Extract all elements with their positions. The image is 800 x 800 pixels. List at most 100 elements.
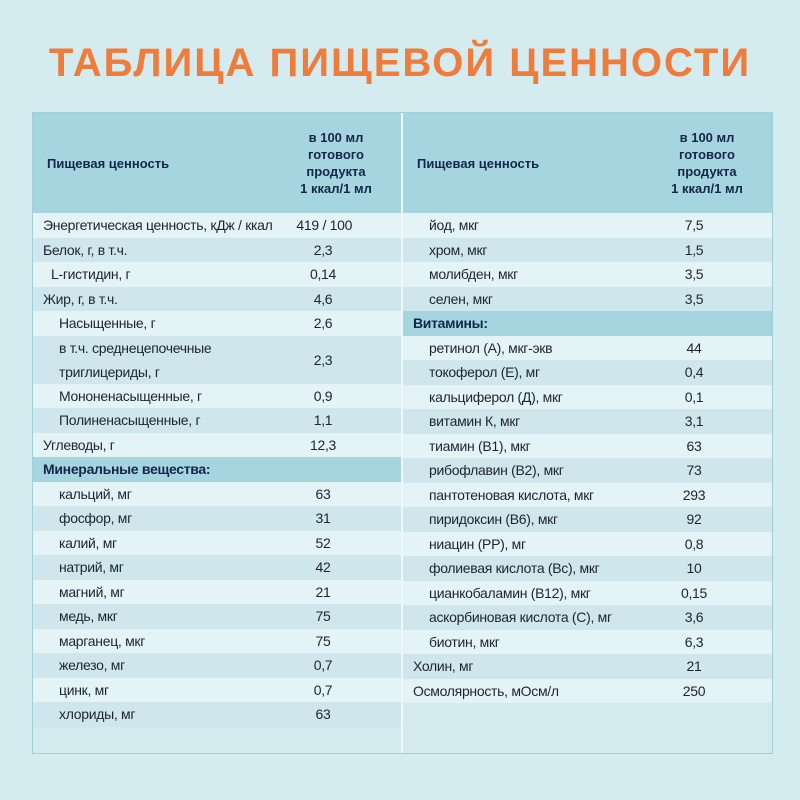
section-header-vitamins: Витамины: (403, 311, 772, 336)
table-row: рибофлавин (В2), мкг 73 (403, 458, 772, 483)
table-row: L-гистидин, г 0,14 (33, 262, 401, 287)
nutrient-name: натрий, мг (59, 559, 124, 576)
header-per-100ml: в 100 мл готового продукта 1 ккал/1 мл (642, 129, 772, 197)
table-row: медь, мкг 75 (33, 604, 401, 629)
table-row: молибден, мкг 3,5 (403, 262, 772, 287)
header-nutrient-label: Пищевая ценность (47, 155, 170, 171)
table-row: пантотеновая кислота, мкг 293 (403, 482, 772, 507)
table-row: Энергетическая ценность, кДж / ккал 419 /… (33, 213, 401, 238)
table-row: фолиевая кислота (Вс), мкг 10 (403, 556, 772, 581)
nutrient-name: ретинол (А), мкг-экв (429, 339, 553, 356)
nutrient-value: 0,1 (684, 388, 704, 405)
nutrient-value: 10 (686, 560, 702, 577)
nutrient-name: Жир, г, в т.ч. (43, 290, 118, 307)
nutrient-value: 3,5 (684, 290, 704, 307)
nutrient-value: 293 (682, 486, 706, 503)
nutrient-value: 0,7 (313, 681, 333, 698)
nutrient-name: йод, мкг (429, 217, 479, 234)
table-row: Мононенасыщенные, г 0,9 (33, 383, 401, 408)
nutrient-name: железо, мг (59, 657, 125, 674)
nutrient-name: магний, мг (59, 583, 125, 600)
header-line: 1 ккал/1 мл (671, 181, 743, 196)
nutrient-value: 3,1 (684, 413, 704, 430)
table-row: железо, мг 0,7 (33, 653, 401, 678)
nutrient-value: 31 (315, 510, 331, 527)
nutrient-name: токоферол (Е), мг (429, 364, 540, 381)
nutrient-value: 0,8 (684, 535, 704, 552)
nutrient-name: Белок, г, в т.ч. (43, 241, 128, 258)
nutrient-name: Осмолярность, мОсм/л (413, 682, 559, 699)
nutrient-name: цианкобаламин (В12), мкг (429, 584, 591, 601)
nutrient-name: Холин, мг (413, 658, 474, 675)
header-nutrient-label: Пищевая ценность (417, 155, 540, 171)
nutrition-table: Пищевая ценность в 100 мл готового проду… (32, 112, 773, 754)
table-row: биотин, мкг 6,3 (403, 629, 772, 654)
name-line: в т.ч. среднецепочечные (59, 339, 212, 356)
nutrient-value: 1,5 (684, 241, 704, 258)
table-row: ниацин (РР), мг 0,8 (403, 531, 772, 556)
header-per-100ml: в 100 мл готового продукта 1 ккал/1 мл (271, 129, 401, 197)
table-row: фосфор, мг 31 (33, 506, 401, 531)
table-row: пиридоксин (В6), мкг 92 (403, 507, 772, 532)
nutrient-value: 0,14 (309, 266, 337, 283)
table-row: йод, мкг 7,5 (403, 213, 772, 238)
nutrient-name: пантотеновая кислота, мкг (429, 486, 594, 503)
table-row: кальциферол (Д), мкг 0,1 (403, 384, 772, 409)
table-row: марганец, мкг 75 (33, 628, 401, 653)
nutrient-name: рибофлавин (В2), мкг (429, 462, 564, 479)
nutrient-value: 6,3 (684, 633, 704, 650)
table-row: в т.ч. среднецепочечные триглицериды, г 2,… (33, 335, 401, 384)
header-line: готового (679, 147, 735, 162)
nutrient-name: хром, мкг (429, 241, 488, 258)
nutrient-value: 21 (315, 583, 331, 600)
nutrient-value: 0,7 (313, 657, 333, 674)
nutrient-value: 419 / 100 (296, 217, 353, 234)
nutrition-table-right: Пищевая ценность в 100 мл готового проду… (401, 113, 772, 753)
nutrient-value: 75 (315, 632, 331, 649)
table-row: ретинол (А), мкг-экв 44 (403, 335, 772, 360)
nutrient-value: 1,1 (313, 412, 333, 429)
nutrient-name: селен, мкг (429, 290, 493, 307)
nutrient-name: L-гистидин, г (51, 266, 131, 283)
nutrient-value: 63 (686, 437, 702, 454)
nutrient-value: 52 (315, 534, 331, 551)
nutrient-value: 63 (315, 706, 331, 723)
section-header-minerals: Минеральные вещества: (33, 457, 401, 482)
table-row: тиамин (В1), мкг 63 (403, 433, 772, 458)
table-row: Полиненасыщенные, г 1,1 (33, 408, 401, 433)
nutrient-value: 75 (315, 608, 331, 625)
nutrition-table-left: Пищевая ценность в 100 мл готового проду… (33, 113, 401, 753)
nutrient-value: 250 (682, 682, 706, 699)
nutrient-value: 3,5 (684, 266, 704, 283)
nutrient-name: Полиненасыщенные, г (59, 412, 201, 429)
nutrient-name: Мононенасыщенные, г (59, 387, 202, 404)
nutrient-name: Энергетическая ценность, кДж / ккал (43, 217, 273, 234)
table-row: кальций, мг 63 (33, 481, 401, 506)
nutrient-value: 12,3 (309, 436, 337, 453)
table-row: Насыщенные, г 2,6 (33, 311, 401, 336)
nutrient-name: тиамин (В1), мкг (429, 437, 531, 454)
table-row: Жир, г, в т.ч. 4,6 (33, 286, 401, 311)
header-line: продукта (677, 164, 737, 179)
header-line: в 100 мл (679, 130, 735, 145)
nutrient-value: 3,6 (684, 609, 704, 626)
nutrient-name: фосфор, мг (59, 510, 132, 527)
table-row: токоферол (Е), мг 0,4 (403, 360, 772, 385)
nutrient-name: цинк, мг (59, 681, 109, 698)
table-row: магний, мг 21 (33, 579, 401, 604)
nutrient-name: биотин, мкг (429, 633, 500, 650)
nutrient-value: 2,3 (313, 241, 333, 258)
nutrient-name: кальций, мг (59, 485, 132, 502)
nutrient-name: кальциферол (Д), мкг (429, 388, 563, 405)
nutrient-value: 63 (315, 485, 331, 502)
nutrient-value: 42 (315, 559, 331, 576)
nutrient-value: 0,15 (680, 584, 708, 601)
nutrient-name: калий, мг (59, 534, 117, 551)
table-row: аскорбиновая кислота (С), мг 3,6 (403, 605, 772, 630)
nutrient-name: ниацин (РР), мг (429, 535, 526, 552)
nutrient-name: Насыщенные, г (59, 315, 156, 332)
table-row: цианкобаламин (В12), мкг 0,15 (403, 580, 772, 605)
nutrient-name: медь, мкг (59, 608, 118, 625)
table-row: Белок, г, в т.ч. 2,3 (33, 237, 401, 262)
table-row: хром, мкг 1,5 (403, 237, 772, 262)
